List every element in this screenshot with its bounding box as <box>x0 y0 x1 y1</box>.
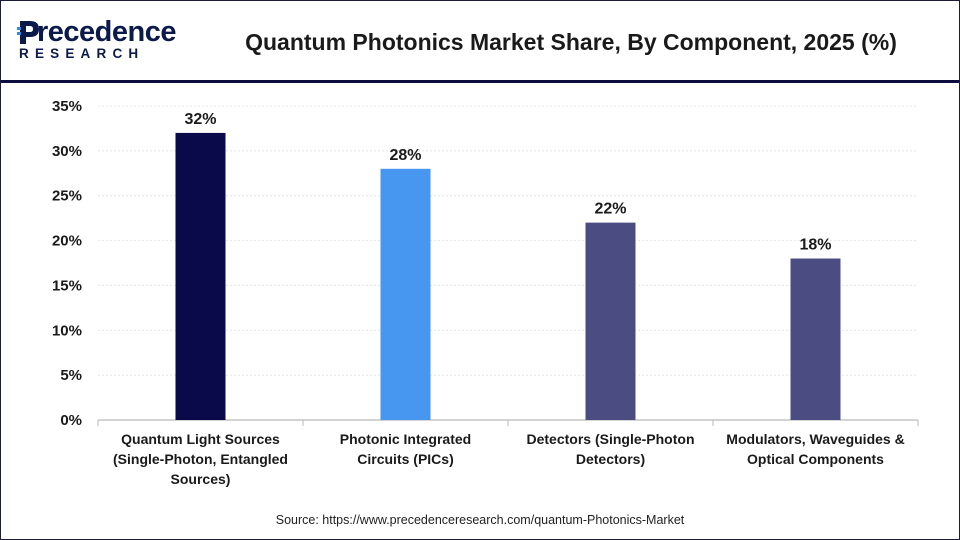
data-label: 32% <box>184 111 216 128</box>
x-tick-label: Photonic Integrated Circuits (PICs) <box>340 431 471 467</box>
y-tick-label: 20% <box>52 233 82 250</box>
y-tick-label: 0% <box>60 412 82 429</box>
x-tick-label: Modulators, Waveguides & Optical Componen… <box>726 431 904 467</box>
y-tick-label: 25% <box>52 188 82 205</box>
x-tick-label-line: Modulators, Waveguides & <box>726 431 904 447</box>
x-tick-label-line: (Single-Photon, Entangled <box>113 451 288 467</box>
bar <box>380 168 431 420</box>
logo-wordmark: recedence <box>37 16 177 48</box>
data-label: 28% <box>389 147 421 164</box>
y-tick-label: 5% <box>60 367 82 384</box>
x-tick-label-line: Detectors (Single-Photon <box>526 431 694 447</box>
header-divider <box>1 80 959 83</box>
chart-title: Quantum Photonics Market Share, By Compo… <box>245 29 897 55</box>
y-tick-label: 30% <box>52 143 82 160</box>
data-label: 22% <box>594 201 626 218</box>
logo-p-icon <box>17 21 39 44</box>
x-tick-label-line: Detectors) <box>576 451 645 467</box>
x-tick-label-line: Sources) <box>171 471 231 487</box>
bar <box>175 132 226 420</box>
logo-subtitle: RESEARCH <box>19 46 145 61</box>
brand-logo: recedence RESEARCH <box>15 15 177 67</box>
y-tick-label: 10% <box>52 322 82 339</box>
bar <box>585 222 636 420</box>
y-tick-label: 15% <box>52 277 82 294</box>
source-note: Source: https://www.precedenceresearch.c… <box>275 513 685 527</box>
header: recedence RESEARCH Quantum Photonics Mar… <box>1 1 959 81</box>
data-label: 18% <box>799 237 831 254</box>
x-tick-label-line: Circuits (PICs) <box>357 451 453 467</box>
x-tick-label: Quantum Light Sources (Single-Photon, Ent… <box>113 431 288 487</box>
x-tick-label-line: Photonic Integrated <box>340 431 471 447</box>
y-tick-label: 35% <box>52 98 82 115</box>
x-tick-label: Detectors (Single-Photon Detectors) <box>526 431 694 467</box>
x-tick-label-line: Quantum Light Sources <box>121 431 280 447</box>
x-tick-label-line: Optical Components <box>747 451 884 467</box>
bar <box>790 258 841 420</box>
